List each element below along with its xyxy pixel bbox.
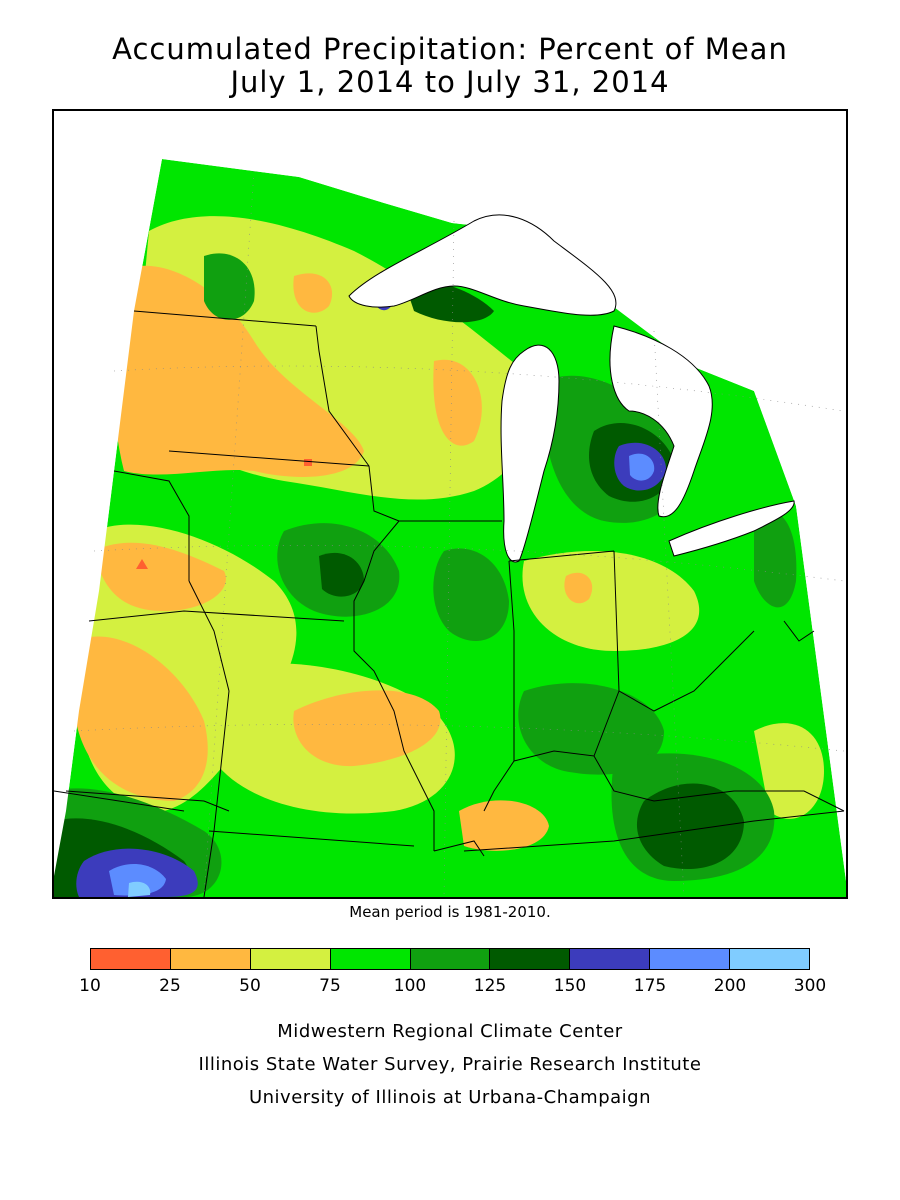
legend-swatch-2 bbox=[250, 949, 331, 969]
zone-25-50-mn bbox=[293, 273, 333, 313]
lake-erie bbox=[668, 500, 795, 557]
legend-tick-200: 200 bbox=[713, 976, 747, 996]
legend-tick-10: 10 bbox=[79, 976, 101, 996]
color-legend bbox=[90, 948, 810, 970]
legend-tick-100: 100 bbox=[393, 976, 427, 996]
legend-tick-300: 300 bbox=[793, 976, 827, 996]
zone-125-150-ia bbox=[319, 552, 364, 597]
zone-100-125-in bbox=[433, 548, 509, 641]
legend-tick-175: 175 bbox=[633, 976, 667, 996]
map-date-range: July 1, 2014 to July 31, 2014 bbox=[230, 65, 670, 99]
zone-125-150-ky bbox=[636, 783, 744, 869]
legend-swatch-4 bbox=[410, 949, 491, 969]
mask-left bbox=[54, 111, 162, 876]
zone-175-200-mi bbox=[629, 453, 655, 481]
map-title: Accumulated Precipitation: Percent of Me… bbox=[112, 32, 788, 66]
mask-top bbox=[162, 111, 846, 506]
legend-swatch-1 bbox=[170, 949, 251, 969]
legend-swatch-3 bbox=[330, 949, 411, 969]
mask-right bbox=[796, 506, 846, 881]
lake-michigan bbox=[500, 344, 560, 563]
zone-50-75-south-east bbox=[754, 723, 824, 819]
state-boundaries bbox=[54, 310, 845, 897]
zone-25-50-mo bbox=[293, 690, 441, 767]
legend-tick-150: 150 bbox=[553, 976, 587, 996]
legend-tick-125: 125 bbox=[473, 976, 507, 996]
legend-swatch-8 bbox=[730, 949, 810, 969]
credit-uiuc: University of Illinois at Urbana-Champai… bbox=[248, 1087, 652, 1108]
mean-period-note: Mean period is 1981-2010. bbox=[349, 903, 551, 921]
legend-swatch-0 bbox=[91, 949, 171, 969]
credit-mrcc: Midwestern Regional Climate Center bbox=[277, 1021, 623, 1042]
credit-isws: Illinois State Water Survey, Prairie Res… bbox=[198, 1054, 702, 1075]
lake-superior bbox=[348, 214, 617, 316]
legend-tick-25: 25 bbox=[159, 976, 181, 996]
red-spot-2 bbox=[136, 559, 148, 569]
legend-tick-75: 75 bbox=[319, 976, 341, 996]
legend-swatch-7 bbox=[650, 949, 731, 969]
zone-25-50-il bbox=[564, 572, 593, 604]
red-spot-1 bbox=[304, 459, 312, 466]
legend-tick-50: 50 bbox=[239, 976, 261, 996]
zone-100-125-ne bbox=[754, 509, 797, 608]
graticule bbox=[73, 170, 845, 897]
zone-25-50-ky bbox=[459, 800, 549, 851]
zone-25-50-nw bbox=[112, 265, 365, 477]
legend-swatch-6 bbox=[570, 949, 651, 969]
zone-25-50-wi bbox=[433, 359, 482, 446]
zone-25-50-ne bbox=[74, 636, 208, 801]
zone-100-125-oh bbox=[518, 683, 664, 775]
zone-100-125-north bbox=[204, 253, 255, 320]
zone-175-200-sw bbox=[109, 864, 166, 896]
legend-swatch-5 bbox=[490, 949, 571, 969]
zone-200-300-sw bbox=[128, 881, 151, 897]
lake-huron bbox=[609, 325, 713, 518]
precipitation-map bbox=[52, 109, 848, 899]
zone-25-50-sd bbox=[94, 542, 226, 611]
